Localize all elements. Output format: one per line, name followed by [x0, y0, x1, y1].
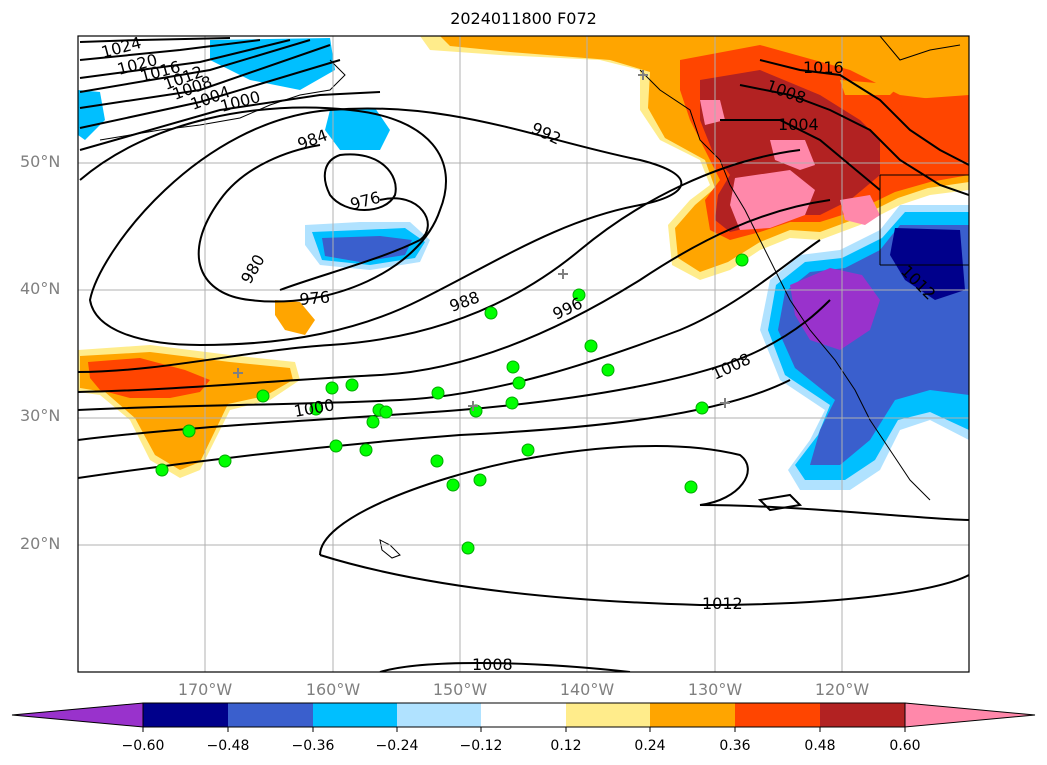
lat-label-50n: 50°N	[20, 152, 61, 171]
colorbar-segment-8	[735, 703, 820, 727]
colorbar-tick-012: 0.12	[550, 738, 582, 754]
colorbar-tick-024: 0.24	[634, 738, 666, 754]
colorbar	[11, 702, 1036, 732]
colorbar-segment-7	[650, 703, 735, 727]
colorbar-tick-neg036: −0.36	[291, 738, 335, 754]
contour-label-1004-b: 1004	[778, 115, 819, 134]
colorbar-segment-2	[228, 703, 313, 727]
colorbar-tick-neg060: −0.60	[121, 738, 165, 754]
colorbar-tick-neg024: −0.24	[375, 738, 419, 754]
colorbar-segment-4	[397, 703, 481, 727]
contour-label-976-b: 976	[299, 287, 331, 309]
lat-label-20n: 20°N	[20, 534, 61, 553]
positive-anomaly-fields	[78, 36, 969, 478]
colorbar-tick-neg012: −0.12	[459, 738, 503, 754]
contour-label-1012-b: 1012	[702, 594, 743, 613]
colorbar-border	[142, 702, 906, 728]
lat-label-40n: 40°N	[20, 279, 61, 298]
lon-label-120w: 120°W	[814, 680, 870, 699]
contour-label-1008-c: 1008	[472, 655, 513, 674]
isobars	[78, 37, 969, 672]
contour-label-1016-b: 1016	[803, 58, 844, 77]
colorbar-segment-6	[566, 703, 650, 727]
colorbar-segment-5	[481, 703, 566, 727]
colorbar-tick-048: 0.48	[804, 738, 836, 754]
colorbar-segment-9	[820, 703, 905, 727]
colorbar-segment-1	[143, 703, 228, 727]
colorbar-segment-3	[313, 703, 397, 727]
station-markers	[155, 70, 749, 555]
lon-label-160w: 160°W	[305, 680, 361, 699]
lon-label-150w: 150°W	[432, 680, 488, 699]
colorbar-tick-neg048: −0.48	[206, 738, 250, 754]
lon-label-170w: 170°W	[177, 680, 233, 699]
graticule	[78, 36, 969, 672]
colorbar-min-extend	[11, 702, 144, 728]
map-frame	[77, 35, 970, 673]
map-title: 2024011800 F072	[450, 9, 597, 28]
lon-label-130w: 130°W	[687, 680, 743, 699]
lat-label-30n: 30°N	[20, 406, 61, 425]
lon-label-140w: 140°W	[559, 680, 615, 699]
colorbar-max-extend	[904, 702, 1036, 728]
colorbar-tick-036: 0.36	[719, 738, 751, 754]
colorbar-tick-060: 0.60	[889, 738, 921, 754]
